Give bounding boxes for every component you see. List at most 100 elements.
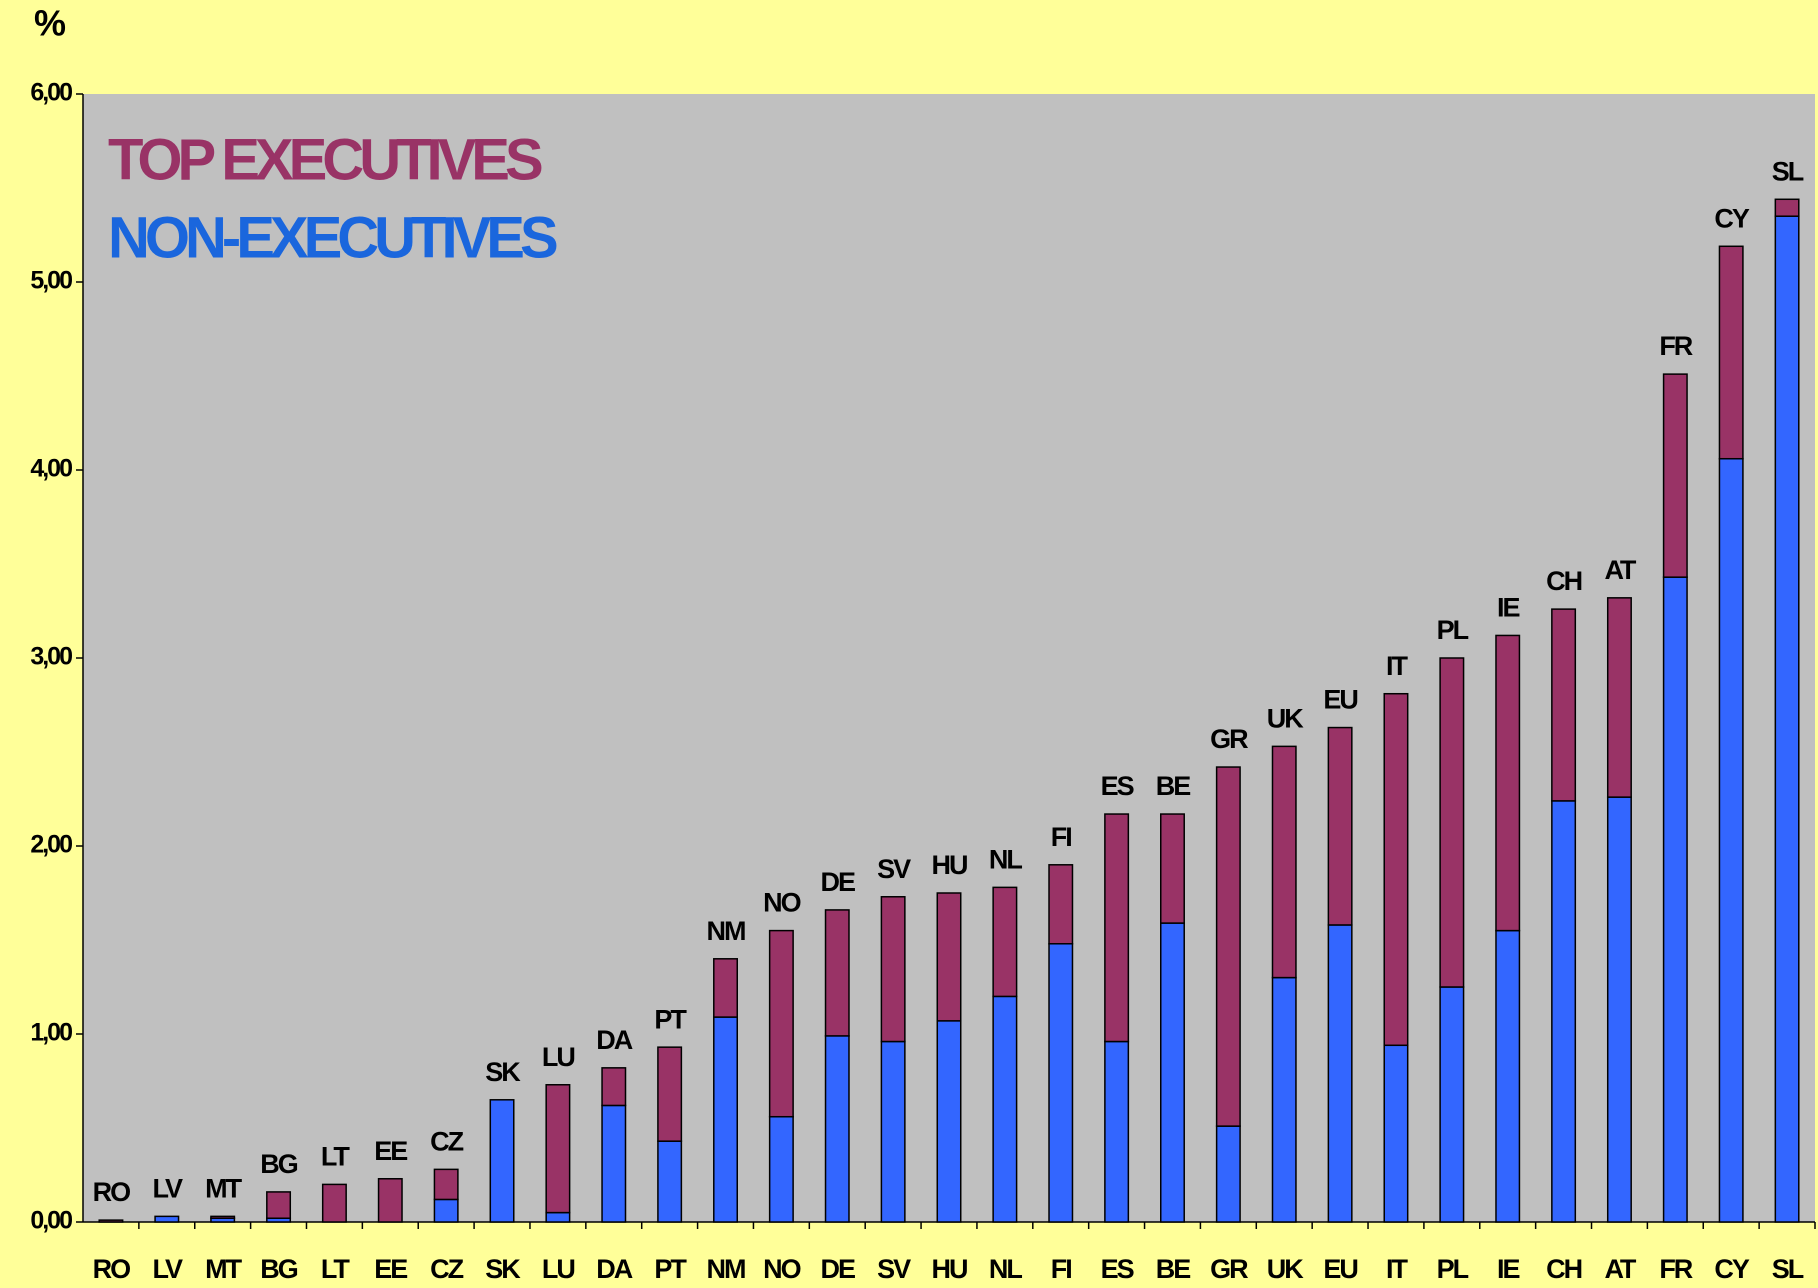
x-tick-label: CH (1546, 1254, 1581, 1284)
bar-segment (321, 1183, 347, 1223)
bar-segment (713, 1016, 738, 1223)
x-tick-label: DA (596, 1254, 632, 1284)
bar-segment (1662, 576, 1688, 1223)
bar-label: NO (763, 888, 800, 918)
bar-segment (266, 1191, 292, 1219)
bar-segment (154, 1215, 180, 1223)
x-tick-label: RO (93, 1254, 130, 1284)
x-tick-label: EE (374, 1254, 407, 1284)
bar-label: LV (153, 1173, 183, 1203)
bar-label: CH (1546, 566, 1581, 596)
x-tick-label: FI (1051, 1254, 1071, 1284)
bar-segment (1215, 1125, 1241, 1223)
bar-segment (1662, 373, 1688, 578)
bar-segment (1271, 745, 1297, 979)
y-tick-label: 5,00 (30, 267, 72, 295)
bar-label: HU (932, 850, 967, 880)
x-tick-label: HU (932, 1254, 967, 1284)
bar-segment (1048, 943, 1074, 1223)
x-tick-label: BE (1156, 1254, 1190, 1284)
x-tick-label: NL (989, 1254, 1022, 1284)
x-tick-label: FR (1659, 1254, 1692, 1284)
bar-segment (1104, 1040, 1130, 1223)
x-tick-label: LV (153, 1254, 183, 1284)
bar-segment (1271, 976, 1297, 1223)
y-tick-label: 2,00 (30, 831, 72, 859)
bar-segment (936, 1020, 962, 1223)
bar-segment (1774, 198, 1800, 217)
bar-segment (545, 1211, 571, 1223)
bar-segment (1495, 929, 1521, 1223)
x-tick-label: GR (1210, 1254, 1248, 1284)
bar-label: NM (707, 916, 745, 946)
bar-segment (377, 1178, 403, 1223)
bar-label: PL (1437, 615, 1469, 645)
bar-label: SL (1772, 156, 1804, 186)
bar-label: GR (1210, 724, 1248, 754)
bar-label: MT (205, 1173, 242, 1203)
y-tick-label: 4,00 (30, 455, 72, 483)
bar-segment (1383, 692, 1409, 1047)
bar-segment (489, 1099, 515, 1223)
bar-label: EU (1323, 685, 1357, 715)
bar-label: BE (1156, 771, 1190, 801)
bar-label: FR (1659, 331, 1692, 361)
legend-entry: NON-EXECUTIVES (108, 205, 557, 270)
bar-segment (1606, 597, 1632, 798)
x-tick-label: LU (542, 1254, 574, 1284)
legend-entry: TOP EXECUTIVES (108, 127, 542, 192)
bar-label: IE (1497, 593, 1520, 623)
bar-segment (601, 1067, 627, 1107)
y-tick-label: 0,00 (30, 1207, 72, 1235)
bar-segment (433, 1168, 459, 1201)
bar-segment (936, 892, 962, 1022)
bar-segment (433, 1198, 459, 1223)
bar-label: BG (260, 1149, 297, 1179)
bar-segment (545, 1084, 571, 1214)
bar-label: NL (989, 844, 1022, 874)
bar-segment (1551, 800, 1577, 1223)
bar-label: CZ (430, 1126, 463, 1156)
x-tick-label: SL (1772, 1254, 1804, 1284)
bar-segment (1048, 864, 1074, 945)
x-tick-label: IT (1386, 1254, 1409, 1284)
bar-label: DA (596, 1025, 632, 1055)
bar-segment (824, 1035, 850, 1223)
x-tick-label: EU (1323, 1254, 1357, 1284)
bar-label: AT (1604, 555, 1636, 585)
bar-segment (1718, 245, 1744, 460)
x-tick-label: CY (1714, 1254, 1749, 1284)
bar-segment (210, 1215, 236, 1219)
x-tick-label: NM (707, 1254, 745, 1284)
y-tick-label: 3,00 (30, 643, 72, 671)
bar-label: CY (1714, 203, 1749, 233)
bar-segment (880, 896, 906, 1043)
y-tick-label: 1,00 (30, 1019, 72, 1047)
bar-segment (1718, 457, 1744, 1223)
bar-label: IT (1386, 651, 1409, 681)
x-tick-label: SK (485, 1254, 521, 1284)
x-tick-label: CZ (430, 1254, 463, 1284)
bar-segment (1606, 796, 1632, 1223)
bar-label: FI (1051, 822, 1071, 852)
bar-segment (1383, 1044, 1409, 1223)
x-tick-label: IE (1497, 1254, 1520, 1284)
x-tick-label: LT (321, 1254, 350, 1284)
bar-segment (1551, 608, 1577, 802)
bar-segment (992, 995, 1018, 1223)
bar-segment (98, 1219, 124, 1223)
bar-segment (1104, 813, 1130, 1043)
bar-label: UK (1267, 703, 1304, 733)
bar-label: ES (1101, 771, 1134, 801)
x-tick-label: NO (763, 1254, 800, 1284)
bar-segment (657, 1140, 683, 1223)
bar-segment (713, 958, 738, 1018)
bar-segment (768, 929, 794, 1118)
x-tick-label: PL (1437, 1254, 1469, 1284)
bar-label: PT (654, 1004, 687, 1034)
x-tick-label: AT (1604, 1254, 1636, 1284)
bar-segment (1160, 813, 1185, 924)
bar-segment (1495, 634, 1521, 932)
